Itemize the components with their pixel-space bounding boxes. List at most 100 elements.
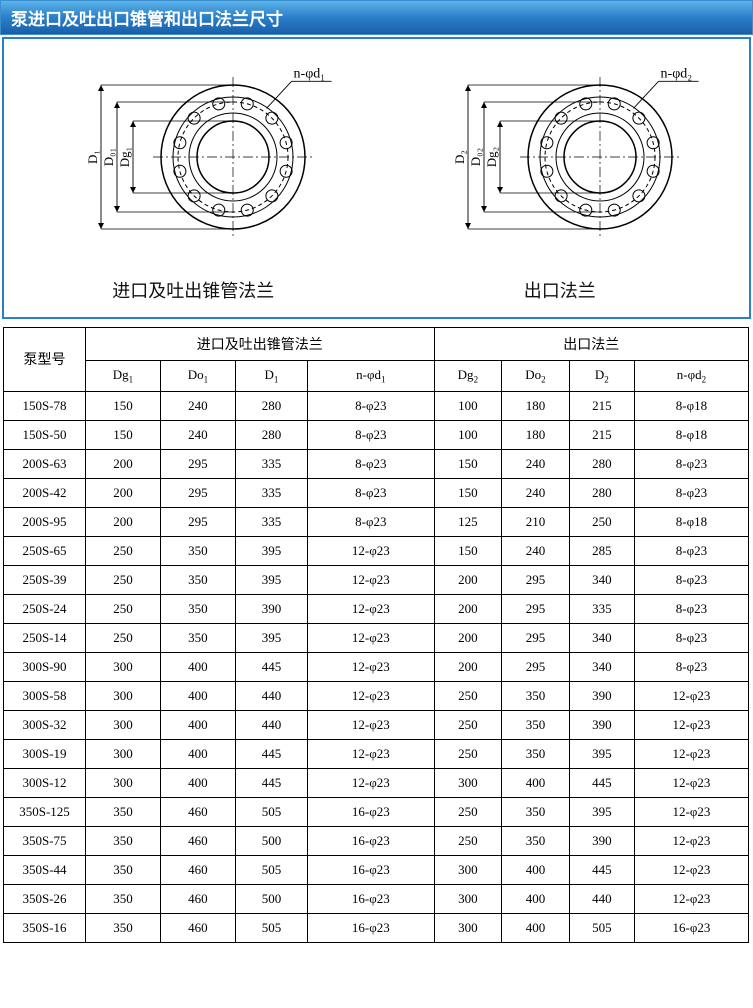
cell-g2-1: 180 bbox=[502, 391, 570, 420]
cell-g2-0: 250 bbox=[434, 710, 502, 739]
table-row: 300S-5830040044012-φ2325035039012-φ23 bbox=[4, 681, 749, 710]
cell-g1-1: 240 bbox=[160, 420, 235, 449]
cell-g1-0: 250 bbox=[86, 623, 161, 652]
table-row: 350S-12535046050516-φ2325035039512-φ23 bbox=[4, 797, 749, 826]
cell-g2-0: 300 bbox=[434, 768, 502, 797]
col-g1-0: Dg1 bbox=[86, 361, 161, 392]
cell-g1-1: 400 bbox=[160, 652, 235, 681]
col-group2-header: 出口法兰 bbox=[434, 328, 748, 361]
cell-model: 300S-90 bbox=[4, 652, 86, 681]
cell-g1-2: 390 bbox=[235, 594, 307, 623]
cell-g1-0: 200 bbox=[86, 478, 161, 507]
cell-model: 250S-24 bbox=[4, 594, 86, 623]
cell-g2-3: 12-φ23 bbox=[634, 855, 748, 884]
table-row: 300S-1930040044512-φ2325035039512-φ23 bbox=[4, 739, 749, 768]
cell-g1-0: 300 bbox=[86, 768, 161, 797]
cell-g1-1: 295 bbox=[160, 478, 235, 507]
cell-g1-3: 8-φ23 bbox=[308, 507, 434, 536]
cell-g2-1: 400 bbox=[502, 768, 570, 797]
cell-g2-0: 150 bbox=[434, 449, 502, 478]
flange-dimensions-table: 泵型号 进口及吐出锥管法兰 出口法兰 Dg1Do1D1n-φd1Dg2Do2D2… bbox=[3, 327, 749, 943]
cell-g2-0: 125 bbox=[434, 507, 502, 536]
cell-g2-1: 350 bbox=[502, 681, 570, 710]
cell-g2-2: 280 bbox=[569, 449, 634, 478]
cell-g2-2: 335 bbox=[569, 594, 634, 623]
cell-g1-3: 12-φ23 bbox=[308, 565, 434, 594]
cell-g1-2: 505 bbox=[235, 913, 307, 942]
cell-model: 300S-19 bbox=[4, 739, 86, 768]
cell-g2-3: 8-φ23 bbox=[634, 478, 748, 507]
cell-g1-0: 200 bbox=[86, 449, 161, 478]
cell-g2-3: 16-φ23 bbox=[634, 913, 748, 942]
table-body: 150S-781502402808-φ231001802158-φ18150S-… bbox=[4, 391, 749, 942]
cell-g1-3: 12-φ23 bbox=[308, 652, 434, 681]
col-group1-header: 进口及吐出锥管法兰 bbox=[86, 328, 435, 361]
cell-g2-0: 250 bbox=[434, 739, 502, 768]
cell-model: 250S-65 bbox=[4, 536, 86, 565]
table-row: 300S-9030040044512-φ232002953408-φ23 bbox=[4, 652, 749, 681]
cell-g1-3: 16-φ23 bbox=[308, 826, 434, 855]
cell-g1-2: 335 bbox=[235, 449, 307, 478]
table-row: 300S-3230040044012-φ2325035039012-φ23 bbox=[4, 710, 749, 739]
cell-g1-1: 350 bbox=[160, 623, 235, 652]
cell-g1-3: 16-φ23 bbox=[308, 884, 434, 913]
col-model-header: 泵型号 bbox=[4, 328, 86, 392]
cell-g2-3: 8-φ23 bbox=[634, 594, 748, 623]
cell-g1-3: 12-φ23 bbox=[308, 681, 434, 710]
cell-g1-1: 400 bbox=[160, 681, 235, 710]
table-row: 350S-1635046050516-φ2330040050516-φ23 bbox=[4, 913, 749, 942]
cell-g1-3: 8-φ23 bbox=[308, 449, 434, 478]
col-g1-1: Do1 bbox=[160, 361, 235, 392]
table-row: 200S-952002953358-φ231252102508-φ18 bbox=[4, 507, 749, 536]
diagram-left: D₁D₀₁Dg₁n-φd₁ 进口及吐出锥管法兰 bbox=[43, 49, 343, 303]
table-row: 250S-3925035039512-φ232002953408-φ23 bbox=[4, 565, 749, 594]
cell-g1-2: 395 bbox=[235, 565, 307, 594]
cell-g2-2: 340 bbox=[569, 623, 634, 652]
cell-model: 200S-63 bbox=[4, 449, 86, 478]
cell-g2-0: 100 bbox=[434, 420, 502, 449]
cell-g2-1: 400 bbox=[502, 855, 570, 884]
cell-g2-2: 445 bbox=[569, 768, 634, 797]
cell-model: 150S-50 bbox=[4, 420, 86, 449]
cell-g2-3: 12-φ23 bbox=[634, 797, 748, 826]
cell-g1-3: 8-φ23 bbox=[308, 420, 434, 449]
cell-model: 250S-14 bbox=[4, 623, 86, 652]
cell-g1-2: 335 bbox=[235, 507, 307, 536]
cell-g2-2: 390 bbox=[569, 826, 634, 855]
cell-g2-2: 340 bbox=[569, 652, 634, 681]
cell-g1-2: 395 bbox=[235, 536, 307, 565]
cell-g2-2: 250 bbox=[569, 507, 634, 536]
cell-g2-1: 295 bbox=[502, 565, 570, 594]
cell-model: 350S-16 bbox=[4, 913, 86, 942]
cell-g1-1: 350 bbox=[160, 536, 235, 565]
table-row: 250S-6525035039512-φ231502402858-φ23 bbox=[4, 536, 749, 565]
cell-g2-1: 295 bbox=[502, 594, 570, 623]
cell-g2-3: 8-φ23 bbox=[634, 536, 748, 565]
table-row: 150S-781502402808-φ231001802158-φ18 bbox=[4, 391, 749, 420]
cell-g2-1: 350 bbox=[502, 797, 570, 826]
cell-g2-3: 12-φ23 bbox=[634, 768, 748, 797]
table-row: 350S-4435046050516-φ2330040044512-φ23 bbox=[4, 855, 749, 884]
cell-g2-2: 390 bbox=[569, 681, 634, 710]
cell-g2-3: 8-φ18 bbox=[634, 391, 748, 420]
table-row: 300S-1230040044512-φ2330040044512-φ23 bbox=[4, 768, 749, 797]
caption-right: 出口法兰 bbox=[524, 277, 596, 303]
cell-g2-2: 440 bbox=[569, 884, 634, 913]
table-row: 350S-2635046050016-φ2330040044012-φ23 bbox=[4, 884, 749, 913]
cell-g2-0: 300 bbox=[434, 884, 502, 913]
cell-model: 350S-75 bbox=[4, 826, 86, 855]
cell-g1-0: 350 bbox=[86, 855, 161, 884]
table-row: 350S-7535046050016-φ2325035039012-φ23 bbox=[4, 826, 749, 855]
flange-diagram-inlet: D₁D₀₁Dg₁n-φd₁ bbox=[43, 49, 343, 249]
cell-g1-0: 250 bbox=[86, 536, 161, 565]
caption-left: 进口及吐出锥管法兰 bbox=[112, 277, 274, 303]
cell-g2-3: 12-φ23 bbox=[634, 710, 748, 739]
svg-text:n-φd₁: n-φd₁ bbox=[294, 66, 326, 81]
cell-g1-3: 12-φ23 bbox=[308, 739, 434, 768]
cell-model: 150S-78 bbox=[4, 391, 86, 420]
col-g2-2: D2 bbox=[569, 361, 634, 392]
cell-g1-2: 335 bbox=[235, 478, 307, 507]
cell-g2-2: 395 bbox=[569, 739, 634, 768]
cell-g1-0: 300 bbox=[86, 739, 161, 768]
cell-g2-2: 445 bbox=[569, 855, 634, 884]
